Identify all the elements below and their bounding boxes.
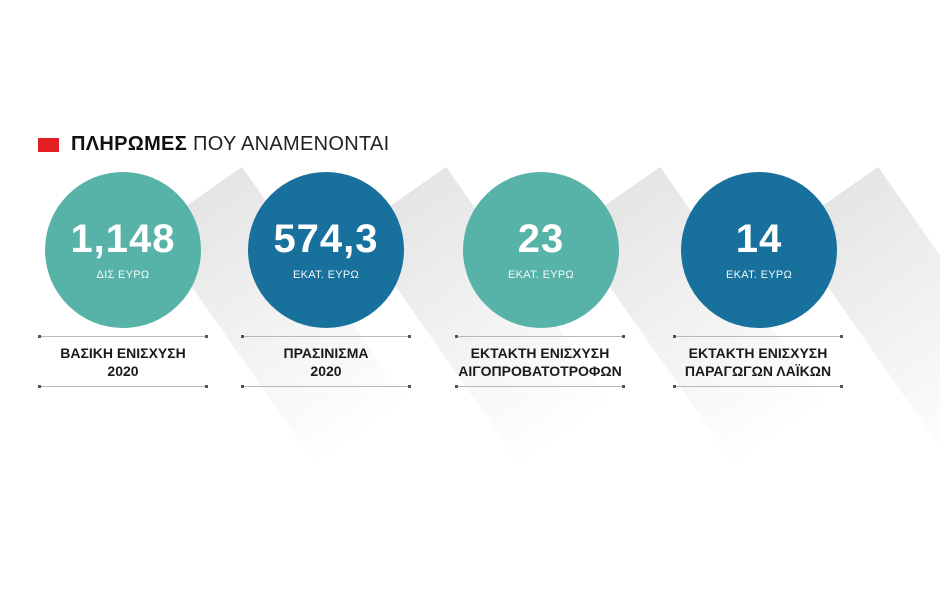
unit-text: ΕΚΑΤ. ΕΥΡΩ	[507, 269, 575, 281]
label-line-1: ΕΚΤΑΚΤΗ ΕΝΙΣΧΥΣΗ	[688, 345, 828, 361]
label-rule	[38, 385, 208, 388]
title-rest: ΠΟΥ ΑΝΑΜΕΝΟΝΤΑΙ	[193, 133, 390, 155]
value-text: 574,3	[273, 217, 379, 261]
value-circle: 1,148 ΔΙΣ ΕΥΡΩ	[45, 172, 201, 328]
label-text: ΕΚΤΑΚΤΗ ΕΝΙΣΧΥΣΗ ΑΙΓΟΠΡΟΒΑΤΟΤΡΟΦΩΝ	[455, 337, 625, 386]
value-circle: 23 ΕΚΑΤ. ΕΥΡΩ	[463, 172, 619, 328]
item-label: ΠΡΑΣΙΝΙΣΜΑ 2020	[241, 335, 411, 388]
label-line-2: ΑΙΓΟΠΡΟΒΑΤΟΤΡΟΦΩΝ	[458, 363, 622, 379]
label-line-2: 2020	[310, 363, 342, 379]
unit-text: ΔΙΣ ΕΥΡΩ	[96, 269, 150, 281]
label-line-2: 2020	[107, 363, 139, 379]
label-text: ΒΑΣΙΚΗ ΕΝΙΣΧΥΣΗ 2020	[38, 337, 208, 386]
label-rule	[455, 335, 625, 338]
red-square-icon	[38, 137, 59, 152]
title-bold: ΠΛΗΡΩΜΕΣ	[71, 133, 188, 155]
value-text: 1,148	[70, 217, 176, 261]
item-label: ΕΚΤΑΚΤΗ ΕΝΙΣΧΥΣΗ ΠΑΡΑΓΩΓΩΝ ΛΑΪΚΩΝ	[673, 335, 843, 388]
label-line-2: ΠΑΡΑΓΩΓΩΝ ΛΑΪΚΩΝ	[684, 363, 832, 379]
label-text: ΕΚΤΑΚΤΗ ΕΝΙΣΧΥΣΗ ΠΑΡΑΓΩΓΩΝ ΛΑΪΚΩΝ	[673, 337, 843, 386]
value-text: 14	[735, 217, 783, 261]
label-text: ΠΡΑΣΙΝΙΣΜΑ 2020	[241, 337, 411, 386]
value-circle: 14 ΕΚΑΤ. ΕΥΡΩ	[681, 172, 837, 328]
item-label: ΒΑΣΙΚΗ ΕΝΙΣΧΥΣΗ 2020	[38, 335, 208, 388]
label-rule	[673, 385, 843, 388]
item-label: ΕΚΤΑΚΤΗ ΕΝΙΣΧΥΣΗ ΑΙΓΟΠΡΟΒΑΤΟΤΡΟΦΩΝ	[455, 335, 625, 388]
label-rule	[455, 385, 625, 388]
label-rule	[241, 385, 411, 388]
label-rule	[38, 335, 208, 338]
label-rule	[673, 335, 843, 338]
unit-text: ΕΚΑΤ. ΕΥΡΩ	[292, 269, 360, 281]
label-line-1: ΠΡΑΣΙΝΙΣΜΑ	[283, 345, 369, 361]
unit-text: ΕΚΑΤ. ΕΥΡΩ	[725, 269, 793, 281]
label-line-1: ΒΑΣΙΚΗ ΕΝΙΣΧΥΣΗ	[60, 345, 186, 361]
value-circle: 574,3 ΕΚΑΤ. ΕΥΡΩ	[248, 172, 404, 328]
label-line-1: ΕΚΤΑΚΤΗ ΕΝΙΣΧΥΣΗ	[470, 345, 610, 361]
value-text: 23	[517, 217, 565, 261]
chart-header: ΠΛΗΡΩΜΕΣ ΠΟΥ ΑΝΑΜΕΝΟΝΤΑΙ	[38, 133, 390, 156]
label-rule	[241, 335, 411, 338]
